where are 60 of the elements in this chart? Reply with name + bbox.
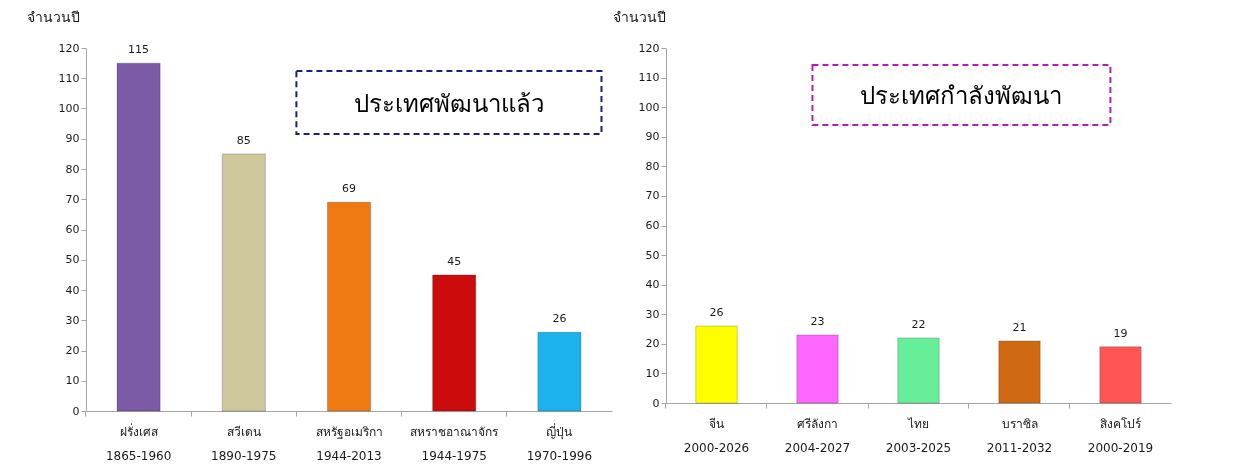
y-tick-label: 20 xyxy=(65,344,80,357)
data-label: 115 xyxy=(128,43,150,57)
data-label: 23 xyxy=(810,314,825,328)
x-tick-label: สิงคโปร์ 2000-2019 xyxy=(1087,416,1154,455)
data-label: 19 xyxy=(1113,326,1128,340)
bar xyxy=(796,334,839,404)
y-tick-label: 120 xyxy=(638,41,660,55)
data-label: 26 xyxy=(552,312,567,326)
bar xyxy=(326,201,372,412)
data-label: 45 xyxy=(447,254,462,268)
y-tick-label: 70 xyxy=(65,192,80,206)
y-tick-label: 100 xyxy=(58,102,80,115)
bar xyxy=(998,340,1041,404)
x-tick-label: ศรีลังกา 2004-2027 xyxy=(784,416,851,455)
y-tick-label: 40 xyxy=(65,283,80,297)
data-label: 21 xyxy=(1012,320,1027,334)
x-tick-label: บราซิล 2011-2032 xyxy=(986,416,1053,455)
x-tick-label: จีน 2000-2026 xyxy=(683,416,750,455)
y-tick-label: 100 xyxy=(638,100,660,114)
y-tick-label: 50 xyxy=(65,253,80,267)
y-tick-label: 120 xyxy=(58,41,80,55)
y-tick-label: 70 xyxy=(645,189,660,203)
data-label: 22 xyxy=(911,317,926,331)
y-tick-label: 0 xyxy=(72,404,80,418)
y-tick-label: 110 xyxy=(638,71,660,85)
y-tick-label: 0 xyxy=(652,396,660,410)
y-axis-title: จำนวนปี xyxy=(612,8,666,25)
bar xyxy=(897,337,940,404)
y-tick-label: 30 xyxy=(645,307,660,321)
x-tick-label: ฝรั่งเศส 1865-1960 xyxy=(105,422,172,463)
text: ประเทศพัฒนาแล้ว xyxy=(353,89,544,118)
y-tick-label: 80 xyxy=(65,162,80,176)
bar xyxy=(1099,346,1142,404)
bar xyxy=(537,331,582,412)
x-tick-label: สวีเดน 1890-1975 xyxy=(211,424,277,463)
y-tick-label: 110 xyxy=(58,71,80,85)
bar xyxy=(116,62,161,412)
text: ประเทศกำลังพัฒนา xyxy=(860,82,1063,110)
x-tick-label: ญี่ปุ่น 1970-1996 xyxy=(526,422,593,463)
bar xyxy=(432,274,477,412)
x-tick-label: สหราชอาณาจักร 1944-1975 xyxy=(410,424,500,463)
y-tick-label: 90 xyxy=(645,130,660,144)
bar xyxy=(221,153,266,412)
y-tick-label: 50 xyxy=(645,248,660,262)
x-tick-label: สหรัฐอเมริกา 1944-2013 xyxy=(315,424,383,463)
y-tick-label: 20 xyxy=(645,337,660,351)
y-tick-label: 60 xyxy=(645,219,660,232)
y-tick-label: 60 xyxy=(65,223,80,236)
y-tick-label: 90 xyxy=(65,132,80,146)
data-label: 85 xyxy=(236,133,251,147)
data-label: 69 xyxy=(342,182,356,196)
y-tick-label: 30 xyxy=(65,313,80,327)
y-tick-label: 10 xyxy=(645,366,660,380)
y-tick-label: 10 xyxy=(65,374,80,388)
x-tick-label: ไทย 2003-2025 xyxy=(885,416,952,455)
y-tick-label: 80 xyxy=(645,159,660,173)
data-label: 26 xyxy=(709,306,724,320)
bar xyxy=(695,325,738,404)
y-tick-label: 40 xyxy=(645,278,660,292)
y-axis-title: จำนวนปี xyxy=(26,8,80,25)
